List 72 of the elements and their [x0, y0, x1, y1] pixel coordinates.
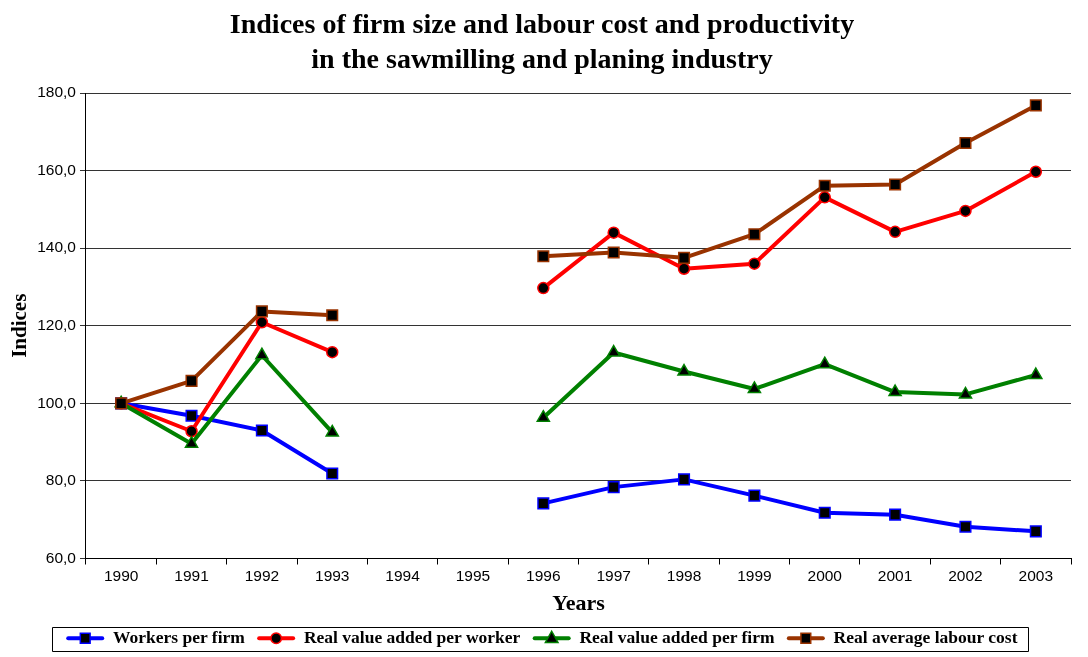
point	[748, 257, 761, 270]
point	[606, 344, 621, 357]
point	[537, 281, 550, 295]
point	[677, 251, 691, 264]
point	[747, 381, 762, 394]
point	[817, 356, 832, 369]
y-tick-label: 120,0	[37, 316, 77, 334]
point	[818, 191, 831, 204]
point	[537, 250, 550, 263]
point	[888, 384, 902, 397]
legend-label: Real value added per worker	[303, 626, 521, 647]
point	[818, 506, 831, 519]
x-tick-label: 2003	[1018, 567, 1054, 585]
point	[677, 262, 691, 275]
point	[326, 467, 339, 480]
point	[1029, 525, 1042, 538]
x-tick-label: 2000	[807, 567, 843, 585]
point	[537, 497, 550, 510]
x-tick-label: 1995	[455, 567, 491, 585]
point	[536, 409, 551, 422]
point	[677, 473, 691, 486]
point	[748, 489, 761, 502]
point	[1029, 99, 1042, 112]
x-tick-label: 1996	[526, 567, 561, 585]
x-axis-title: Years	[552, 589, 606, 615]
point	[607, 246, 620, 259]
x-tick-label: 1994	[385, 567, 421, 585]
point	[184, 435, 199, 448]
y-tick-label: 180,0	[37, 83, 77, 101]
x-tick-label: 1998	[666, 567, 702, 585]
x-tick-label: 1990	[103, 567, 139, 585]
y-axis-title: Indices	[7, 293, 32, 358]
point	[326, 309, 339, 322]
y-tick-label: 160,0	[37, 160, 77, 178]
legend-label: Real average labour cost	[833, 626, 1018, 647]
point	[818, 179, 831, 192]
x-tick-label: 2001	[877, 567, 913, 585]
point	[325, 424, 340, 437]
x-tick-label: 1992	[244, 567, 280, 585]
y-tick-label: 80,0	[45, 471, 77, 489]
point	[677, 363, 691, 376]
point	[607, 481, 620, 494]
x-tick-label: 2002	[948, 567, 983, 585]
y-tick-label: 140,0	[37, 238, 77, 256]
point	[748, 228, 761, 241]
point	[959, 204, 972, 218]
y-tick-label: 100,0	[37, 393, 77, 411]
point	[255, 424, 268, 437]
x-tick-label: 1993	[315, 567, 350, 585]
point	[185, 409, 198, 422]
point	[255, 347, 269, 360]
point	[889, 178, 902, 191]
point	[959, 136, 972, 150]
point	[959, 520, 972, 533]
point	[1029, 165, 1043, 178]
y-tick-label: 60,0	[45, 548, 77, 566]
point	[185, 374, 198, 387]
chart-title: Indices of firm size and labour cost and productivity in the sawmilling and planing industry	[229, 7, 855, 74]
x-tick-label: 1997	[596, 567, 631, 585]
point	[255, 305, 268, 318]
point	[607, 226, 620, 239]
x-tick-label: 1991	[174, 567, 209, 585]
point	[889, 508, 902, 521]
point	[325, 345, 339, 359]
point	[888, 225, 902, 239]
point	[185, 425, 198, 438]
legend-label: Workers per firm	[112, 626, 246, 647]
point	[1029, 367, 1043, 380]
point	[958, 386, 973, 399]
point	[255, 316, 269, 329]
x-tick-label: 1999	[737, 567, 772, 585]
legend-label: Real value added per firm	[579, 626, 775, 647]
